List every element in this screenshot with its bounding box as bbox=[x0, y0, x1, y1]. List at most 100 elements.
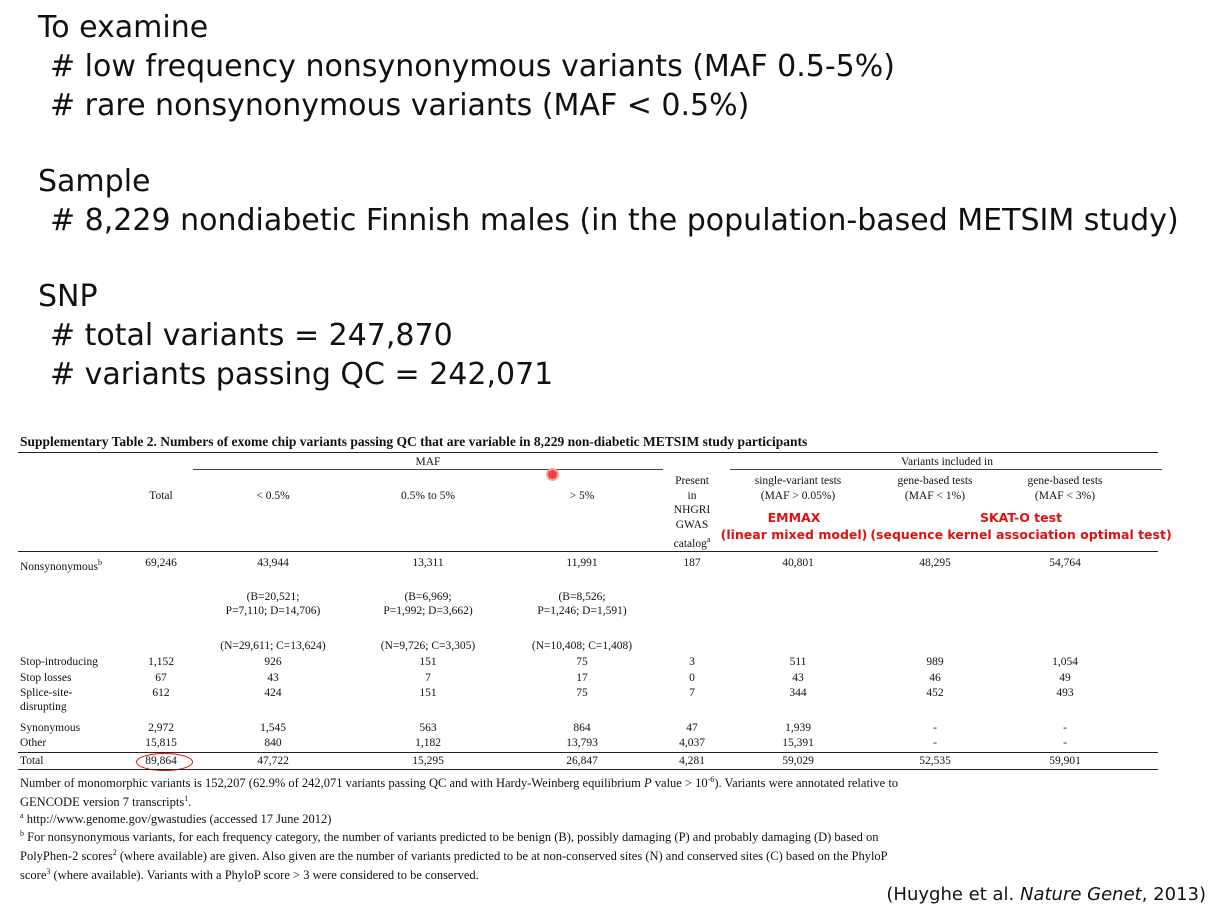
sample-item-1: # 8,229 nondiabetic Finnish males (in th… bbox=[50, 203, 1179, 238]
header-present-4: GWAS bbox=[675, 519, 709, 531]
cell-value: 424 bbox=[264, 687, 282, 699]
cell-value: 49 bbox=[1059, 672, 1071, 684]
maf-underline bbox=[193, 469, 663, 470]
cell-value: 4,037 bbox=[679, 737, 705, 749]
header-single-2: (MAF > 0.05%) bbox=[760, 490, 836, 502]
cell-value: 13,311 bbox=[412, 557, 444, 569]
annotation-emmax: EMMAX bbox=[767, 510, 821, 525]
row-label: Splice-site- bbox=[20, 687, 73, 699]
row-label: Stop-introducing bbox=[20, 656, 98, 668]
cell-value: 989 bbox=[926, 656, 944, 668]
cell-value: 43 bbox=[267, 672, 279, 684]
cell-value: 2,972 bbox=[148, 722, 174, 734]
cell-value: 46 bbox=[929, 672, 941, 684]
cell-value: 4,281 bbox=[679, 755, 705, 767]
total-highlight-circle bbox=[136, 753, 193, 771]
row-label: Other bbox=[20, 737, 47, 749]
cell-value: 1,939 bbox=[785, 722, 811, 734]
cell-value: 47 bbox=[686, 722, 698, 734]
cell-value: 11,991 bbox=[566, 557, 598, 569]
cell-value: 40,801 bbox=[782, 557, 814, 569]
header-gene3-1: gene-based tests bbox=[1027, 475, 1103, 487]
cell-value: 3 bbox=[689, 656, 695, 668]
row-label-nonsynonymous: Nonsynonymousb bbox=[20, 558, 102, 573]
cell-value: 48,295 bbox=[919, 557, 951, 569]
table-title: Supplementary Table 2. Numbers of exome … bbox=[20, 434, 808, 449]
cell-value: - bbox=[933, 722, 937, 734]
header-total: Total bbox=[149, 490, 173, 502]
cell-value: 69,246 bbox=[145, 557, 177, 569]
cell-value: 15,295 bbox=[412, 755, 444, 767]
cell-value: 26,847 bbox=[566, 755, 598, 767]
cell-value: - bbox=[1063, 722, 1067, 734]
examine-heading: To examine bbox=[38, 10, 209, 45]
cell-value: 187 bbox=[683, 557, 701, 569]
cell-value: 612 bbox=[152, 687, 170, 699]
cell-value: 511 bbox=[789, 656, 807, 668]
nc-line: (N=9,726; C=3,305) bbox=[380, 640, 476, 652]
top-rule bbox=[18, 452, 1158, 453]
cell-value: 0 bbox=[689, 672, 695, 684]
cell-value: 151 bbox=[419, 656, 437, 668]
header-05-to-5: 0.5% to 5% bbox=[401, 490, 455, 502]
cursor-dot bbox=[546, 468, 559, 481]
cell-value: 52,535 bbox=[919, 755, 951, 767]
bpd-line-1: (B=8,526; bbox=[558, 591, 606, 603]
header-variants-included: Variants included in bbox=[901, 456, 993, 468]
header-gene1-1: gene-based tests bbox=[897, 475, 973, 487]
cell-value: 47,722 bbox=[257, 755, 289, 767]
row-label: Stop losses bbox=[20, 672, 72, 684]
citation: (Huyghe et al. Nature Genet, 2013) bbox=[886, 884, 1206, 905]
bpd-line-1: (B=20,521; bbox=[246, 591, 300, 603]
cell-value: 493 bbox=[1056, 687, 1074, 699]
nc-line: (N=29,611; C=13,624) bbox=[220, 640, 326, 652]
cell-value: 15,391 bbox=[782, 737, 814, 749]
footnote-b: b For nonsynonymous variants, for each f… bbox=[20, 829, 888, 883]
cell-value: 59,029 bbox=[782, 755, 814, 767]
cell-value: 13,793 bbox=[566, 737, 598, 749]
snp-item-2: # variants passing QC = 242,071 bbox=[50, 357, 554, 392]
header-gene3-2: (MAF < 3%) bbox=[1034, 490, 1096, 502]
row-label: Total bbox=[20, 755, 44, 767]
cell-value: 75 bbox=[576, 656, 588, 668]
cell-value: - bbox=[1063, 737, 1067, 749]
cell-value: 1,545 bbox=[260, 722, 286, 734]
cell-value: 43,944 bbox=[257, 557, 289, 569]
cell-value: 926 bbox=[264, 656, 282, 668]
row-label: disrupting bbox=[20, 701, 67, 713]
header-lt-05: < 0.5% bbox=[256, 490, 290, 502]
annotation-skat-desc: (sequence kernel association optimal tes… bbox=[870, 527, 1172, 542]
cell-value: 563 bbox=[419, 722, 437, 734]
bottom-rule bbox=[18, 769, 1158, 770]
cell-value: 1,054 bbox=[1052, 656, 1078, 668]
cell-value: 344 bbox=[789, 687, 807, 699]
cell-value: 864 bbox=[573, 722, 591, 734]
examine-item-1: # low frequency nonsynonymous variants (… bbox=[50, 49, 895, 84]
header-present-5: cataloga bbox=[673, 535, 711, 550]
snp-heading: SNP bbox=[38, 279, 98, 314]
header-rule bbox=[18, 551, 1158, 552]
cell-value: 7 bbox=[425, 672, 431, 684]
bpd-line-2: P=1,246; D=1,591) bbox=[537, 605, 627, 617]
variants-underline bbox=[730, 469, 1162, 470]
header-maf: MAF bbox=[415, 456, 441, 468]
cell-value: 43 bbox=[792, 672, 804, 684]
snp-item-1: # total variants = 247,870 bbox=[50, 318, 453, 353]
cell-value: 1,152 bbox=[148, 656, 174, 668]
footnote-monomorphic: Number of monomorphic variants is 152,20… bbox=[20, 775, 899, 810]
cell-value: 75 bbox=[576, 687, 588, 699]
cell-value: 151 bbox=[419, 687, 437, 699]
cell-value: 17 bbox=[576, 672, 588, 684]
header-gt-5: > 5% bbox=[569, 490, 595, 502]
header-gene1-2: (MAF < 1%) bbox=[904, 490, 966, 502]
sample-heading: Sample bbox=[38, 164, 151, 199]
header-present-1: Present bbox=[675, 475, 709, 487]
cell-value: 452 bbox=[926, 687, 944, 699]
annotation-skat: SKAT-O test bbox=[979, 510, 1063, 525]
cell-value: 840 bbox=[264, 737, 282, 749]
header-present-2: in bbox=[687, 490, 697, 502]
cell-value: 15,815 bbox=[145, 737, 177, 749]
cell-value: 7 bbox=[689, 687, 695, 699]
bpd-line-2: P=7,110; D=14,706) bbox=[225, 605, 321, 617]
header-single-1: single-variant tests bbox=[754, 475, 842, 487]
